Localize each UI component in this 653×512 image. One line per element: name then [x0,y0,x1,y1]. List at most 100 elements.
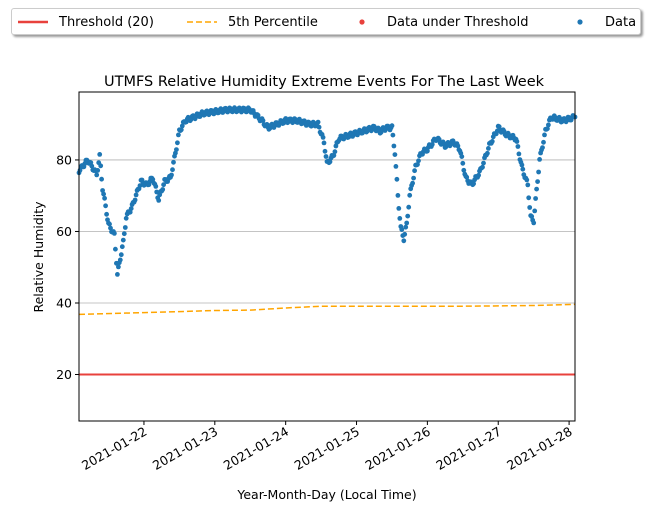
data-point [99,176,104,182]
data-point [389,123,395,129]
y-tick-label: 80 [56,152,72,167]
data-point [476,172,481,178]
data-point [127,209,133,215]
data-point [405,213,411,219]
y-tick-label: 20 [56,367,72,382]
legend-data-marker [577,19,583,25]
data-point [128,206,134,212]
data-point [394,176,400,182]
data-point [260,118,266,123]
data-point [459,154,465,160]
data-point [89,163,95,169]
data-point [533,196,538,201]
data-point [464,174,470,180]
data-point [119,244,125,250]
data-point [322,148,328,154]
data-point [455,143,461,149]
legend-item-threshold: Threshold (20) [17,13,154,31]
legend-percentile-swatch [187,21,217,23]
data-point [107,221,112,227]
data-point [429,142,435,147]
data-point [174,147,179,153]
y-axis-label: Relative Humidity [31,201,46,313]
data-point [170,167,175,173]
data-point [153,184,159,189]
data-point [460,160,466,166]
plot-frame [78,91,576,422]
data-point [123,215,129,221]
data-point [179,123,185,129]
data-point [489,139,495,144]
data-point [535,179,540,185]
data-point [122,225,128,230]
data-point [485,150,490,156]
data-point [316,124,322,130]
legend-label: Data [605,14,637,30]
data-point [527,205,533,210]
data-point [540,145,545,151]
legend: Threshold (20) 5th Percentile Data under… [11,8,641,35]
data-point [412,168,417,174]
data-point [160,187,166,192]
data-point [531,220,537,226]
x-axis-label: Year-Month-Day (Local Time) [236,487,416,502]
data-point [120,237,126,243]
data-point [529,214,535,219]
data-point [486,146,491,151]
data-point [332,149,338,155]
data-point [161,182,167,188]
data-point [406,204,412,210]
data-point [515,144,521,149]
data-point [542,132,547,138]
data-point [425,148,430,154]
data-point [115,272,120,277]
data-point [399,227,405,233]
data-point [525,182,531,188]
data-point [154,189,160,195]
data-point [150,177,156,182]
data-point [331,153,337,158]
data-point [101,191,106,197]
data-point [410,180,415,186]
data-point [320,135,326,140]
data-point [103,203,108,209]
data-point [524,177,530,183]
legend-label: 5th Percentile [228,14,318,30]
data-point [178,127,184,133]
data-point [169,172,174,178]
data-point [102,195,107,201]
legend-label: Threshold (20) [59,14,154,30]
data-point [112,231,117,236]
data-point [390,132,396,138]
data-point [392,152,398,158]
data-point [403,224,409,230]
data-point [537,157,542,162]
data-point [100,188,105,193]
data-point [121,231,127,237]
data-point [108,225,113,231]
legend-item-5th-percentile: 5th Percentile [186,13,318,31]
data-point [132,197,138,203]
data-point [113,246,118,252]
data-point [104,211,109,217]
data-point [175,140,180,146]
data-point [519,162,525,168]
data-point [520,166,526,172]
data-point [98,163,104,169]
data-point [396,206,402,211]
data-point [546,122,551,128]
data-point [416,158,421,164]
data-point [401,238,407,244]
data-point [407,192,413,198]
data-point [95,168,101,173]
data-point [327,159,333,165]
legend-under-threshold-marker [359,19,365,25]
data-point [411,175,416,181]
data-point [471,181,476,187]
legend-item-data: Data [575,13,636,31]
data-point [481,160,486,166]
data-point [118,252,124,258]
data-point [321,140,327,146]
data-point [526,195,532,201]
